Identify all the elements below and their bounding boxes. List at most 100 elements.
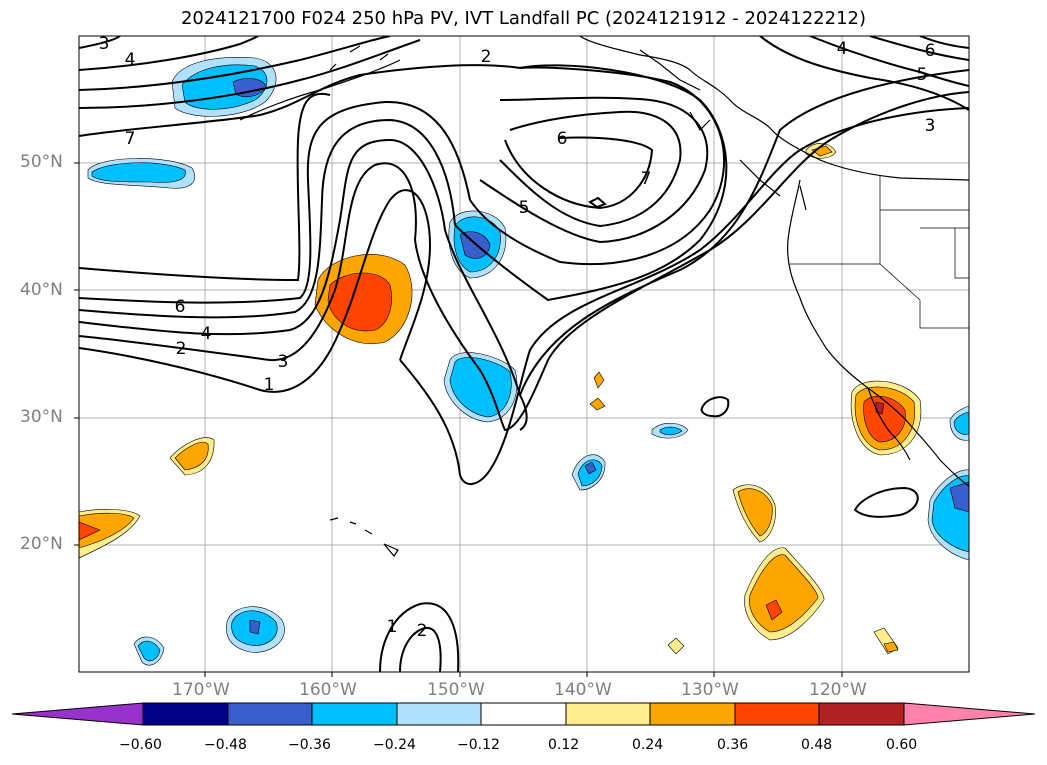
contour-label: 4: [837, 39, 848, 59]
pv-contour: [499, 110, 682, 228]
shaded-anomalies: [79, 57, 969, 666]
colorbar-tick-label: 0.12: [548, 737, 580, 753]
pv-contour: [79, 64, 521, 137]
pv-contour: [399, 107, 969, 485]
anomaly-region: [79, 521, 101, 541]
alaska-islands: [239, 45, 401, 121]
lat-label-40n: 40°N: [20, 280, 63, 300]
anomaly-region: [953, 411, 969, 435]
axis-ticks: [74, 162, 843, 677]
colorbar-tick-label: 0.60: [886, 737, 918, 753]
anomaly-region: [459, 231, 491, 259]
hawaii-islands: [329, 517, 399, 558]
colorbar-arrow-right: [903, 702, 1036, 726]
contour-label: 2: [481, 47, 492, 67]
pv-contour: [504, 136, 654, 210]
colorbar-bin: [142, 702, 229, 726]
lon-label-170w: 170°W: [172, 680, 230, 700]
pv-contour: [759, 36, 969, 111]
canada-islands: [639, 49, 807, 211]
anomaly-region: [181, 64, 268, 110]
lat-label-30n: 30°N: [20, 407, 63, 427]
contour-label: 1: [264, 375, 275, 395]
pv-contour: [869, 36, 969, 61]
colorbar-bin: [818, 702, 905, 726]
colorbar-tick-label: 0.36: [717, 737, 749, 753]
colorbar-bin: [480, 702, 567, 726]
pv-contour: [79, 36, 259, 71]
colorbar-bin: [565, 702, 651, 726]
anomaly-region: [593, 371, 605, 389]
anomaly-region: [249, 619, 261, 635]
contour-label: 7: [641, 169, 652, 189]
contour-label: 3: [278, 352, 289, 372]
pv-contour: [79, 36, 391, 91]
anomaly-region: [811, 145, 833, 157]
pv-contour: [79, 189, 432, 393]
pv-contour: [79, 36, 121, 49]
anomaly-region: [949, 481, 969, 513]
anomaly-region: [91, 162, 186, 183]
colorbar-bin: [649, 702, 736, 726]
anomaly-region: [659, 426, 683, 436]
contour-label: 2: [176, 339, 187, 359]
pv-contour: [853, 486, 919, 518]
pv-contour: [700, 396, 730, 418]
contour-label: 7: [125, 129, 136, 149]
colorbar-tick-label: −0.36: [288, 737, 331, 753]
lat-label-20n: 20°N: [20, 534, 63, 554]
anomaly-region: [863, 395, 906, 443]
map-frame: [78, 35, 970, 673]
lon-label-160w: 160°W: [299, 680, 357, 700]
contour-label: 2: [417, 621, 428, 641]
contour-label: 3: [925, 116, 936, 136]
colorbar-tick-label: −0.48: [204, 737, 247, 753]
contour-label: 6: [925, 41, 936, 61]
pv-contour: [79, 100, 471, 304]
colorbar-bin: [734, 702, 820, 726]
colorbar-tick-label: −0.12: [457, 737, 500, 753]
contour-labels: 3 4 7 6 4 2 1 3 2 6 5 7 6 5 4 3 1 2: [99, 34, 936, 641]
state-borders: [790, 176, 969, 329]
contour-label: 3: [99, 34, 110, 54]
anomaly-region: [584, 461, 597, 475]
colorbar-bin: [311, 702, 398, 726]
lon-label-140w: 140°W: [554, 680, 612, 700]
colorbar-bin: [227, 702, 313, 726]
pv-contour: [79, 118, 456, 319]
contour-label: 4: [125, 50, 136, 70]
gridlines: [79, 36, 969, 672]
pv-contour: [79, 39, 421, 109]
anomaly-region: [749, 554, 819, 633]
anomaly-region: [79, 512, 135, 549]
anomaly-region: [883, 641, 899, 653]
pv-contour: [444, 69, 969, 431]
anomaly-region: [174, 441, 209, 471]
contour-label: 6: [175, 297, 186, 317]
contour-label: 5: [917, 65, 928, 85]
pv-contour: [79, 138, 446, 336]
anomaly-region: [765, 599, 783, 621]
colorbar-bin: [396, 702, 482, 726]
contour-label: 4: [201, 324, 212, 344]
pv-contour: [479, 96, 709, 244]
lon-label-130w: 130°W: [681, 680, 739, 700]
colorbar-tick-label: −0.24: [373, 737, 416, 753]
colorbar-tick-label: −0.60: [119, 737, 162, 753]
colorbar-arrow-left: [11, 702, 144, 726]
anomaly-region: [737, 488, 773, 537]
lon-label-150w: 150°W: [427, 680, 485, 700]
coastline-north-america: [579, 36, 969, 181]
lat-label-50n: 50°N: [20, 152, 63, 172]
colorbar-tick-label: 0.48: [801, 737, 833, 753]
pv-contour: [379, 602, 460, 672]
pv-contour: [399, 626, 442, 672]
coastline-west-us: [787, 179, 969, 487]
colorbar-tick-label: 0.24: [632, 737, 664, 753]
lon-label-120w: 120°W: [809, 680, 867, 700]
anomaly-region: [667, 637, 685, 655]
pv-contours: [79, 36, 969, 672]
coastline-baja: [867, 387, 911, 461]
pv-contour: [79, 162, 417, 362]
